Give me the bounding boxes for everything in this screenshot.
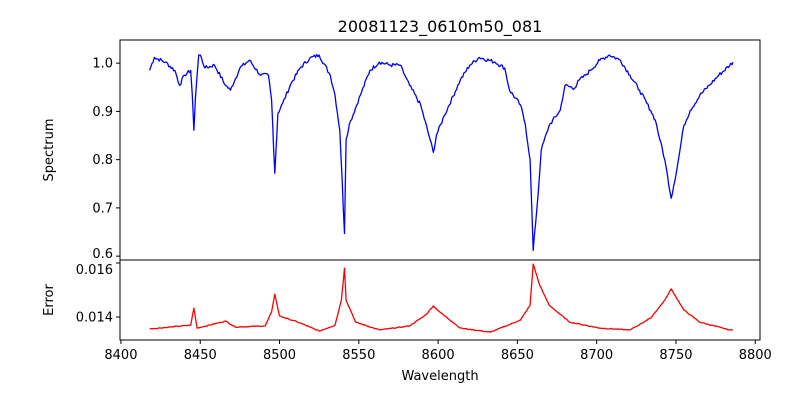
error-series-line — [149, 263, 734, 333]
xtick-label: 8450 — [184, 348, 217, 363]
spectrum-ytick-label: 0.7 — [92, 201, 113, 216]
spectrum-ytick-label: 0.8 — [92, 153, 113, 168]
error-ytick-label: 0.014 — [76, 311, 113, 326]
error-ytick-label: 0.016 — [76, 263, 113, 278]
spectrum-ytick-label: 1.0 — [92, 57, 113, 72]
error-axes-frame — [119, 259, 761, 341]
xtick-label: 8800 — [739, 348, 772, 363]
xtick-label: 8500 — [263, 348, 296, 363]
y-axis-label-error: Error — [42, 284, 57, 316]
xtick-label: 8550 — [342, 348, 375, 363]
chart-title: 20081123_0610m50_081 — [338, 17, 543, 37]
x-axis-label: Wavelength — [401, 369, 478, 384]
xtick-label: 8650 — [501, 348, 534, 363]
spectrum-ytick-label: 0.9 — [92, 105, 113, 120]
xtick-label: 8700 — [580, 348, 613, 363]
xtick-label: 8750 — [659, 348, 692, 363]
spectrum-ytick-label: 0.6 — [92, 247, 113, 262]
spectrum-series-line — [148, 53, 734, 252]
xtick-label: 8400 — [104, 348, 137, 363]
xtick-label: 8600 — [422, 348, 455, 363]
spectrum-axes-frame — [119, 39, 761, 261]
y-axis-label-spectrum: Spectrum — [42, 119, 57, 182]
